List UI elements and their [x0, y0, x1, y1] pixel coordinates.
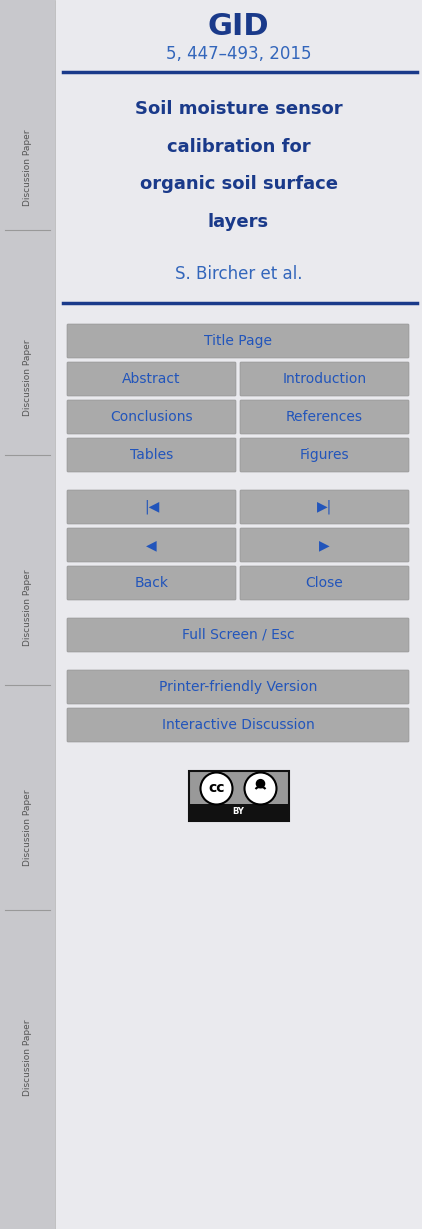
FancyBboxPatch shape [67, 567, 236, 600]
Text: Discussion Paper: Discussion Paper [23, 1020, 32, 1096]
FancyBboxPatch shape [240, 490, 409, 524]
FancyBboxPatch shape [240, 363, 409, 396]
Text: Tables: Tables [130, 449, 173, 462]
Bar [189, 804, 289, 821]
FancyBboxPatch shape [240, 399, 409, 434]
Text: Introduction: Introduction [282, 372, 367, 386]
FancyBboxPatch shape [67, 708, 409, 742]
Text: Interactive Discussion: Interactive Discussion [162, 718, 314, 732]
Text: calibration for: calibration for [167, 138, 310, 156]
Text: |◀: |◀ [144, 500, 159, 514]
Text: ▶|: ▶| [317, 500, 332, 514]
Text: Discussion Paper: Discussion Paper [23, 340, 32, 417]
Text: S. Bircher et al.: S. Bircher et al. [175, 265, 302, 283]
Text: Figures: Figures [300, 449, 349, 462]
Circle shape [244, 773, 276, 805]
Text: Discussion Paper: Discussion Paper [23, 570, 32, 646]
Circle shape [200, 773, 233, 805]
Text: ◀: ◀ [146, 538, 157, 552]
Text: Abstract: Abstract [122, 372, 181, 386]
Bar [189, 771, 289, 821]
FancyBboxPatch shape [240, 438, 409, 472]
Text: organic soil surface: organic soil surface [140, 175, 338, 193]
Bar [0, 0, 55, 1229]
Text: References: References [286, 410, 363, 424]
FancyBboxPatch shape [67, 618, 409, 653]
FancyBboxPatch shape [67, 363, 236, 396]
Text: Discussion Paper: Discussion Paper [23, 130, 32, 206]
Text: BY: BY [233, 807, 244, 816]
Circle shape [256, 779, 265, 789]
Text: 5, 447–493, 2015: 5, 447–493, 2015 [166, 45, 311, 63]
Text: Back: Back [135, 576, 168, 590]
Text: Full Screen / Esc: Full Screen / Esc [182, 628, 294, 642]
Text: cc: cc [208, 782, 225, 795]
Text: Title Page: Title Page [204, 334, 272, 348]
Text: Printer-friendly Version: Printer-friendly Version [159, 680, 317, 694]
FancyBboxPatch shape [67, 399, 236, 434]
Text: layers: layers [208, 213, 269, 231]
Text: ▶: ▶ [319, 538, 330, 552]
FancyBboxPatch shape [67, 324, 409, 358]
Text: Soil moisture sensor: Soil moisture sensor [135, 100, 342, 118]
FancyBboxPatch shape [67, 438, 236, 472]
Text: Close: Close [306, 576, 344, 590]
FancyBboxPatch shape [67, 490, 236, 524]
Text: Discussion Paper: Discussion Paper [23, 790, 32, 866]
Text: GID: GID [208, 12, 269, 41]
FancyBboxPatch shape [67, 670, 409, 704]
FancyBboxPatch shape [67, 528, 236, 562]
FancyBboxPatch shape [240, 567, 409, 600]
FancyBboxPatch shape [240, 528, 409, 562]
Text: Conclusions: Conclusions [110, 410, 193, 424]
